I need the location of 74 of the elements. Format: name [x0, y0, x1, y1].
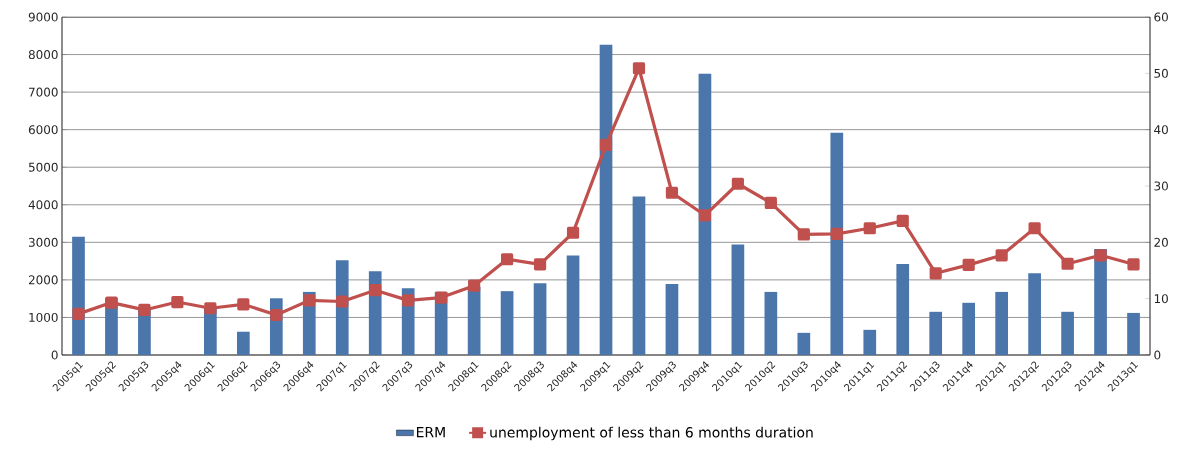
y-tick-label: 4000 — [28, 200, 58, 210]
point — [1028, 222, 1041, 235]
bar — [764, 291, 778, 355]
point — [599, 138, 613, 151]
bar — [962, 302, 976, 355]
point — [204, 302, 217, 315]
bar — [698, 73, 712, 355]
point — [1061, 257, 1074, 270]
y2-tick-label: 30 — [1154, 181, 1168, 191]
point — [995, 249, 1008, 262]
point — [665, 186, 679, 199]
point — [929, 267, 942, 280]
bar — [830, 132, 844, 355]
point — [731, 177, 744, 190]
y2-tick-label: 20 — [1154, 237, 1168, 247]
point — [105, 296, 118, 309]
y2-tick-label: 60 — [1154, 12, 1168, 22]
point — [468, 279, 481, 292]
point — [501, 253, 514, 266]
bar — [731, 244, 745, 355]
legend-label: unemployment of less than 6 months duration — [490, 426, 813, 441]
bar — [1028, 273, 1041, 355]
y-tick-label: 9000 — [28, 12, 58, 22]
point — [138, 303, 151, 317]
bar — [236, 331, 250, 355]
y2-tick-label: 40 — [1154, 125, 1168, 135]
bar — [566, 255, 580, 355]
point — [171, 295, 184, 309]
point — [237, 298, 250, 311]
bar — [995, 291, 1008, 355]
bar — [896, 264, 910, 355]
bar — [500, 291, 514, 355]
y2-tick-label: 10 — [1154, 294, 1168, 304]
point — [533, 258, 547, 271]
bar — [797, 332, 811, 355]
y2-tick-label: 50 — [1154, 68, 1168, 78]
point — [863, 222, 876, 235]
y-tick-label: 5000 — [28, 162, 58, 172]
bar — [929, 311, 943, 355]
y-tick-label: 2000 — [28, 275, 58, 285]
bar — [1061, 311, 1074, 355]
point — [830, 227, 843, 240]
bar — [1094, 249, 1107, 355]
bar — [1127, 312, 1140, 355]
point — [435, 291, 448, 304]
y-tick-label: 6000 — [28, 125, 58, 135]
bar — [599, 44, 613, 355]
point — [896, 214, 909, 228]
point — [698, 209, 712, 222]
y2-tick-label: 0 — [1154, 350, 1161, 360]
point — [369, 284, 382, 297]
y-tick-label: 8000 — [28, 50, 58, 60]
point — [764, 196, 777, 209]
point — [303, 294, 316, 307]
point — [632, 62, 646, 75]
bar — [863, 329, 877, 355]
y-tick-label: 0 — [51, 350, 58, 360]
point — [72, 307, 85, 320]
point — [962, 258, 975, 271]
point — [1094, 249, 1107, 262]
point — [336, 295, 349, 308]
point — [402, 294, 415, 307]
legend-label: ERM — [416, 426, 445, 438]
point — [797, 228, 810, 241]
bar — [72, 236, 85, 355]
point — [1127, 258, 1140, 271]
y-tick-label: 1000 — [29, 312, 58, 322]
bar — [665, 284, 679, 355]
point — [566, 226, 580, 239]
y-tick-label: 7000 — [29, 87, 58, 97]
y-tick-label: 3000 — [28, 237, 58, 247]
point — [270, 308, 283, 322]
bar — [533, 283, 547, 355]
bar — [632, 196, 646, 355]
